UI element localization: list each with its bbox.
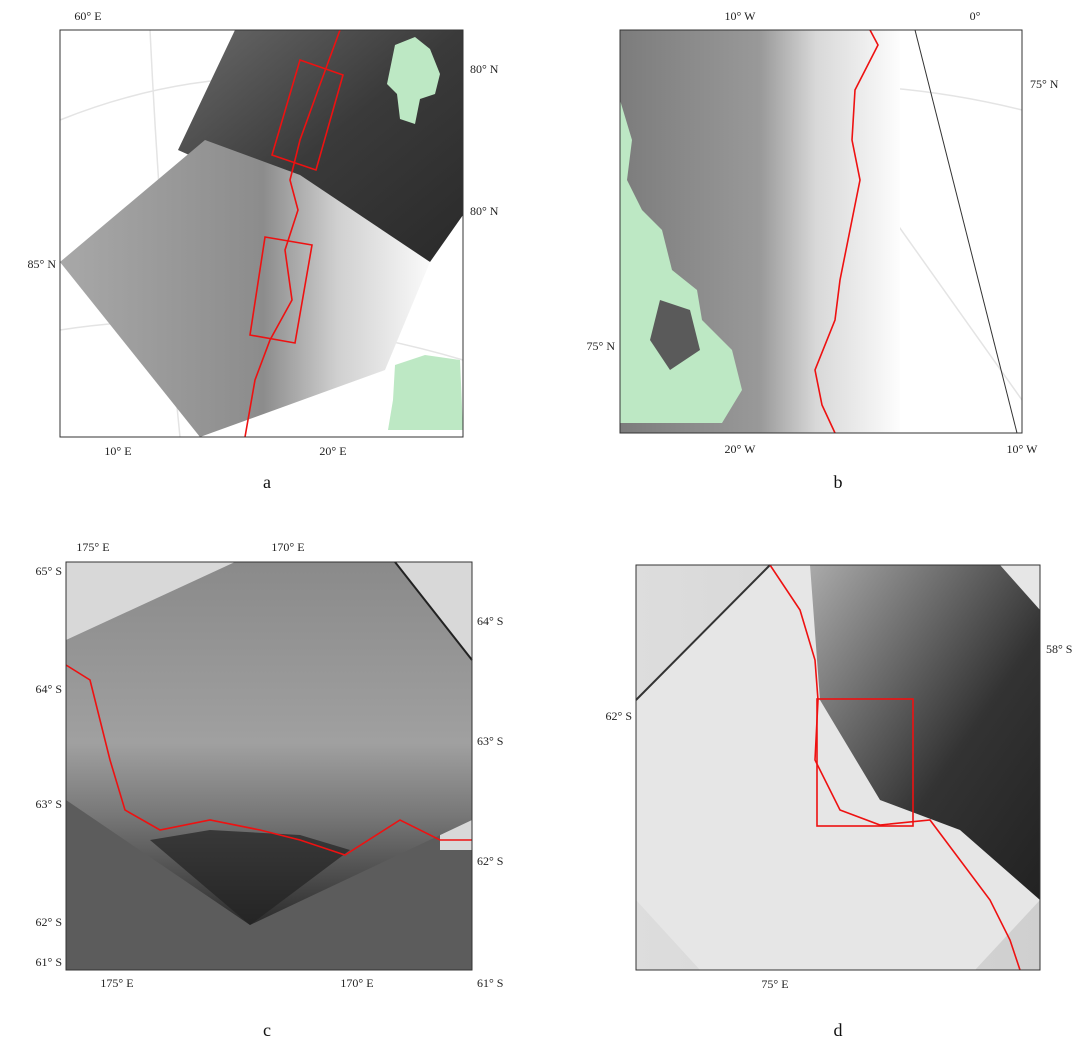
coordinate-label: 63° S [36,797,62,811]
coordinate-label: 61° S [36,955,62,969]
coordinate-label: 63° S [477,734,503,748]
panel-caption: d [834,1020,843,1040]
coordinate-label: 175° E [76,540,109,554]
coordinate-label: 20° W [725,442,757,456]
coordinate-label: 170° E [271,540,304,554]
coordinate-label: 58° S [1046,642,1072,656]
coordinate-label: 85° N [28,257,57,271]
coordinate-label: 175° E [100,976,133,990]
coordinate-label: 10° E [104,444,131,458]
coordinate-label: 62° S [606,709,632,723]
coordinate-label: 10° W [725,9,757,23]
coordinate-label: 170° E [340,976,373,990]
coordinate-label: 20° E [319,444,346,458]
coordinate-label: 61° S [477,976,503,990]
panel-d: 58° S 62° S 75° E d [606,565,1073,1040]
figure: 60° E 80° N 80° N 85° N 10° E 20° E a 10… [0,0,1089,1062]
coordinate-label: 0° [970,9,981,23]
coordinate-label: 62° S [36,915,62,929]
panel-a: 60° E 80° N 80° N 85° N 10° E 20° E a [28,9,499,492]
coordinate-label: 80° N [470,62,499,76]
panel-c: 175° E 170° E 65° S 64° S 63° S 62° S 61… [36,540,504,1040]
panel-caption: c [263,1020,271,1040]
coordinate-label: 75° E [761,977,788,991]
coordinate-label: 60° E [74,9,101,23]
coordinate-label: 80° N [470,204,499,218]
panel-b: 10° W 0° 75° N 75° N 20° W 10° W b [587,9,1059,492]
panel-caption: b [834,472,843,492]
coordinate-label: 10° W [1007,442,1039,456]
land [388,355,463,430]
coordinate-label: 65° S [36,564,62,578]
coordinate-label: 62° S [477,854,503,868]
panel-caption: a [263,472,271,492]
coordinate-label: 75° N [587,339,616,353]
coordinate-label: 75° N [1030,77,1059,91]
coordinate-label: 64° S [477,614,503,628]
coordinate-label: 64° S [36,682,62,696]
